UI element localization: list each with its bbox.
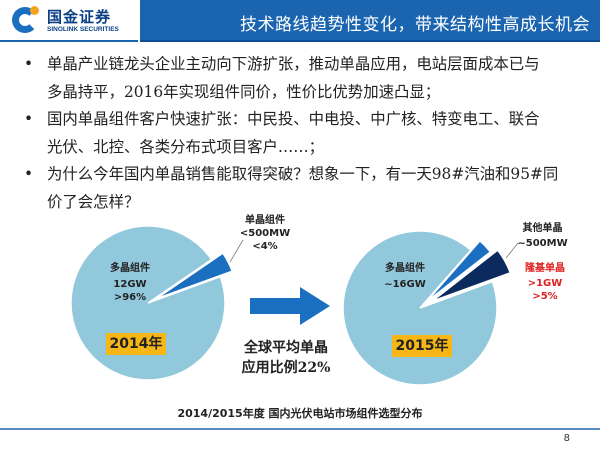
pie-slice-2-0 (342, 230, 498, 386)
pie-slice-2-2 (431, 249, 512, 302)
bullet-line: 多晶持平，2016年实现组件同价，性价比优势加速凸显； (47, 82, 441, 101)
pie2-longi-label: 隆基单晶 >1GW >5% (525, 263, 565, 302)
header-bar: 技术路线趋势性变化，带来结构性高成长机会 (140, 0, 600, 42)
footer-line (0, 428, 600, 430)
leader-line (229, 239, 244, 263)
pie2-year: 2015年 (392, 335, 452, 357)
bullet-line: 光伏、北控、各类分布式项目客户……； (47, 137, 325, 156)
bullet-line: 为什么今年国内单晶销售能取得突破？想象一下，有一天98#汽油和95#同 (47, 165, 559, 183)
bullet-line: 国内单晶组件客户快速扩张：中民投、中电投、中广核、特变电工、联合 (47, 110, 540, 128)
arrow-right-icon (250, 287, 330, 325)
slide-title: 技术路线趋势性变化，带来结构性高成长机会 (240, 15, 590, 35)
pie-slice-1-1 (155, 252, 234, 300)
bullet-item: • 为什么今年国内单晶销售能取得突破？想象一下，有一天98#汽油和95#同 价了会怎… (20, 161, 590, 216)
leader-line (505, 242, 519, 259)
logo: 国金证券 SINOLINK SECURITIES (0, 0, 138, 42)
pie1-year: 2014年 (106, 333, 166, 355)
pie2-other-mono-label: 其他单晶 ~500MW (517, 223, 568, 249)
global-mono-share: 全球平均单晶 应用比例22% (241, 340, 331, 376)
bullet-item: • 单晶产业链龙头企业主动向下游扩张，推动单晶应用，电站层面成本已与 多晶持平，20… (20, 51, 590, 106)
bullet-line: 价了会怎样？ (47, 192, 140, 211)
logo-dot-icon (30, 6, 39, 15)
bullet-line: 单晶产业链龙头企业主动向下游扩张，推动单晶应用，电站层面成本已与 (47, 55, 540, 73)
page-number: 8 (563, 433, 570, 444)
pie1-mono-label: 单晶组件 <500MW <4% (239, 215, 291, 252)
logo-mark-icon (12, 7, 38, 33)
pie1-multi-label: 多晶组件 12GW >96% (110, 263, 150, 303)
bullet-item: • 国内单晶组件客户快速扩张：中民投、中电投、中广核、特变电工、联合 光伏、北控、各… (20, 106, 590, 161)
pie-slice-2-1 (425, 239, 492, 303)
chart-caption: 2014/2015年度 国内光伏电站市场组件选型分布 (177, 407, 423, 420)
logo-en: SINOLINK SECURITIES (47, 26, 119, 33)
pie2-multi-label: 多晶组件 ~16GW (384, 263, 426, 290)
bullet-list: • 单晶产业链龙头企业主动向下游扩张，推动单晶应用，电站层面成本已与 多晶持平，20… (20, 51, 590, 216)
logo-cn: 国金证券 (47, 8, 112, 26)
